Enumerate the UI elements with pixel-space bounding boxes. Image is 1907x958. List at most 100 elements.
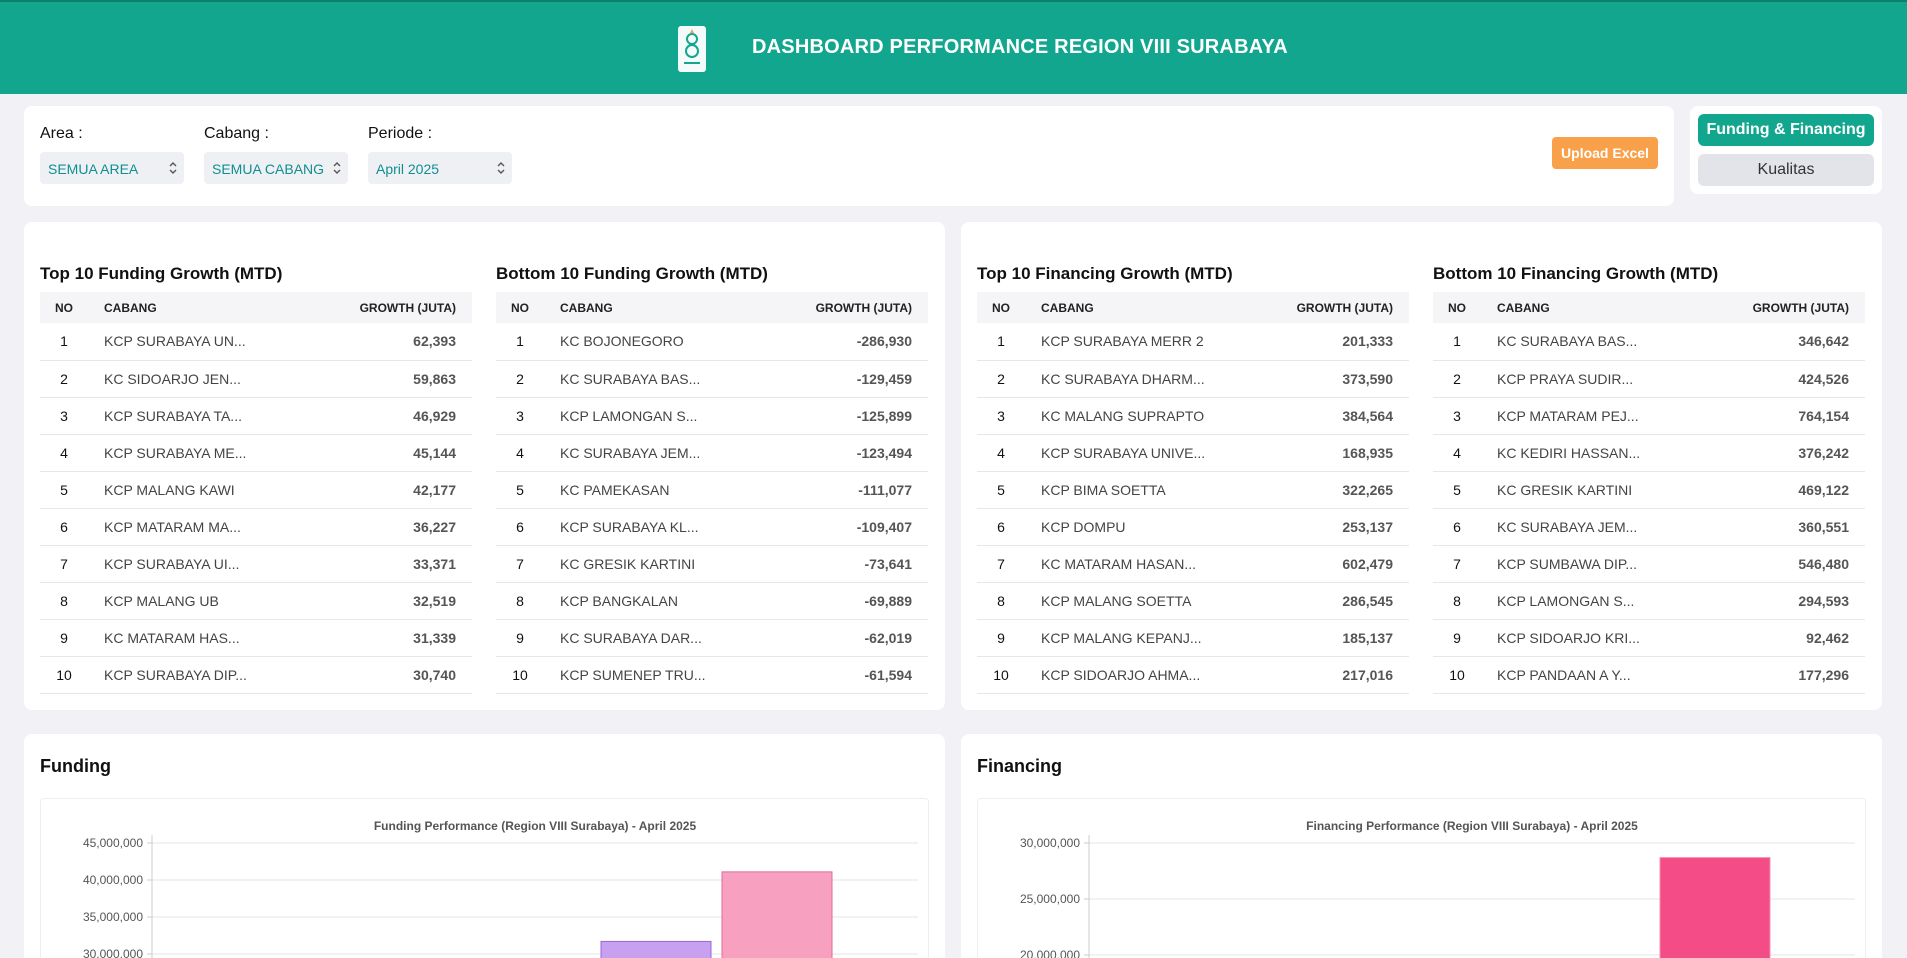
row-no: 9 [516,629,524,646]
row-growth: -69,889 [864,592,912,609]
row-growth: 384,564 [1342,407,1393,424]
table-row: 4 KCP SURABAYA UNIVE... 168,935 [977,434,1409,471]
top-funding-block: Top 10 Funding Growth (MTD) NO CABANG GR… [40,264,472,694]
table-row: 9 KC MATARAM HAS... 31,339 [40,619,472,656]
periode-select[interactable]: April 2025 [368,152,512,184]
col-cabang: CABANG [1497,300,1550,315]
row-cabang: KCP SIDOARJO AHMA... [1041,666,1201,683]
area-select[interactable]: SEMUA AREA [40,152,184,184]
col-cabang: CABANG [104,300,157,315]
row-no: 2 [516,370,524,387]
row-growth: 376,242 [1798,444,1849,461]
bottom-financing-title: Bottom 10 Financing Growth (MTD) [1433,264,1719,283]
table-row: 4 KC KEDIRI HASSAN... 376,242 [1433,434,1865,471]
row-growth: 62,393 [413,333,456,350]
row-no: 7 [60,555,68,572]
area-label: Area : [40,125,83,142]
table-row: 3 KC MALANG SUPRAPTO 384,564 [977,397,1409,434]
table-row: 10 KCP SURABAYA DIP... 30,740 [40,656,472,693]
row-cabang: KC PAMEKASAN [560,481,670,498]
row-growth: 602,479 [1342,555,1393,572]
row-growth: 294,593 [1798,592,1849,609]
row-no: 3 [60,407,68,424]
row-no: 9 [1453,629,1461,646]
row-cabang: KCP SURABAYA TA... [104,407,242,424]
top-financing-block: Top 10 Financing Growth (MTD) NO CABANG … [977,264,1409,694]
row-no: 9 [60,629,68,646]
row-cabang: KC SURABAYA DHARM... [1041,370,1205,387]
row-no: 4 [60,444,68,461]
table-row: 3 KCP LAMONGAN S... -125,899 [496,397,928,434]
page-title: DASHBOARD PERFORMANCE REGION VIII SURABA… [752,36,1288,58]
table-row: 3 KCP SURABAYA TA... 46,929 [40,397,472,434]
table-row: 6 KCP MATARAM MA... 36,227 [40,508,472,545]
table-row: 2 KC SURABAYA BAS... -129,459 [496,360,928,397]
table-row: 1 KCP SURABAYA MERR 2 201,333 [977,323,1409,360]
row-cabang: KC SURABAYA DAR... [560,629,702,646]
row-growth: 286,545 [1342,592,1393,609]
table-header-row: NO CABANG GROWTH (JUTA) [40,292,472,323]
row-cabang: KCP SURABAYA UN... [104,333,246,350]
row-no: 3 [997,407,1005,424]
table-row: 2 KC SIDOARJO JEN... 59,863 [40,360,472,397]
cabang-select[interactable]: SEMUA CABANG [204,152,348,184]
row-cabang: KC MALANG SUPRAPTO [1041,407,1205,424]
row-growth: 546,480 [1798,555,1849,572]
bottom-financing-table: NO CABANG GROWTH (JUTA) 1 KC SURABAYA BAS… [1433,292,1865,694]
col-cabang: CABANG [560,300,613,315]
table-row: 7 KC MATARAM HASAN... 602,479 [977,545,1409,582]
row-no: 4 [516,444,524,461]
col-growth: GROWTH (JUTA) [1752,300,1849,315]
row-no: 8 [60,592,68,609]
tab-funding-financing[interactable]: Funding & Financing [1698,114,1874,146]
periode-select-value: April 2025 [376,161,440,177]
top-financing-title: Top 10 Financing Growth (MTD) [977,264,1233,283]
row-growth: -62,019 [864,629,912,646]
row-cabang: KC BOJONEGORO [560,333,684,350]
row-cabang: KCP SURABAYA DIP... [104,666,247,683]
row-growth: -129,459 [856,370,912,387]
table-row: 3 KCP MATARAM PEJ... 764,154 [1433,397,1865,434]
table-row: 7 KC GRESIK KARTINI -73,641 [496,545,928,582]
filter-panel: Area : SEMUA AREA Cabang : SEMUA CABANG … [24,106,1674,206]
periode-label: Periode : [368,125,433,142]
row-cabang: KCP LAMONGAN S... [560,407,698,424]
row-cabang: KC GRESIK KARTINI [1497,481,1633,498]
table-row: 1 KC BOJONEGORO -286,930 [496,323,928,360]
row-no: 1 [997,333,1005,350]
row-growth: 33,371 [413,555,456,572]
bottom-funding-table: NO CABANG GROWTH (JUTA) 1 KC BOJONEGORO -2… [496,292,928,694]
y-tick-label: 35,000,000 [83,910,143,924]
row-no: 6 [516,518,524,535]
funding-chart: Funding Performance (Region VIII Surabay… [83,819,918,958]
row-growth: 168,935 [1342,444,1393,461]
financing-chart-card: Financing Financing Performance (Region … [961,734,1882,958]
tab-kualitas[interactable]: Kualitas [1698,154,1874,186]
row-growth: 253,137 [1342,518,1393,535]
row-growth: 92,462 [1806,629,1849,646]
row-growth: 31,339 [413,629,456,646]
row-growth: 346,642 [1798,333,1849,350]
row-growth: 469,122 [1798,481,1849,498]
funding-chart-area: Funding Performance (Region VIII Surabay… [40,798,929,958]
funding-chart-card-title: Funding [40,756,111,776]
table-row: 8 KCP MALANG UB 32,519 [40,582,472,619]
row-no: 3 [1453,407,1461,424]
bottom-funding-block: Bottom 10 Funding Growth (MTD) NO CABANG… [496,264,928,694]
col-growth: GROWTH (JUTA) [1296,300,1393,315]
row-cabang: KC MATARAM HASAN... [1041,555,1197,572]
row-growth: -123,494 [856,444,912,461]
row-growth: 177,296 [1798,666,1849,683]
upload-excel-button[interactable]: Upload Excel [1552,137,1658,169]
row-cabang: KCP MALANG SOETTA [1041,592,1192,609]
row-growth: 217,016 [1342,666,1393,683]
y-tick-label: 30,000,000 [83,947,143,958]
row-growth: 30,740 [413,666,456,683]
row-cabang: KCP MALANG KAWI [104,481,235,498]
table-row: 4 KC SURABAYA JEM... -123,494 [496,434,928,471]
row-cabang: KCP MATARAM MA... [104,518,241,535]
row-growth: 360,551 [1798,518,1849,535]
chart-title: Funding Performance (Region VIII Surabay… [374,819,697,833]
financing-chart-area: Financing Performance (Region VIII Surab… [977,798,1866,958]
row-growth: -61,594 [864,666,912,683]
